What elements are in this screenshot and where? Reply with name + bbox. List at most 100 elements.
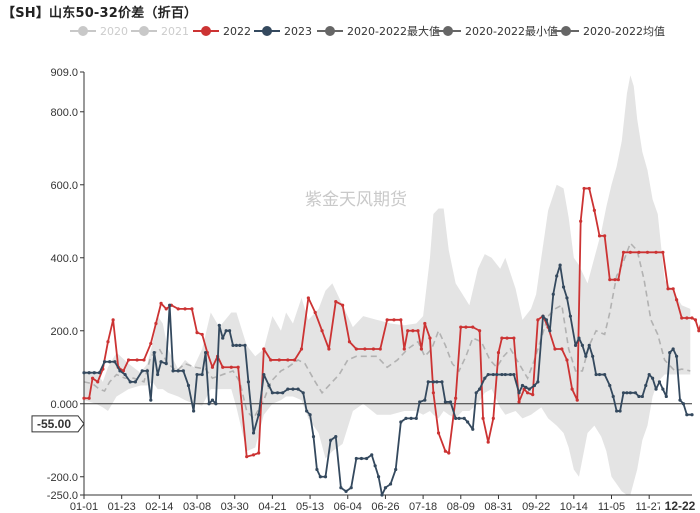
data-point xyxy=(385,318,389,322)
data-point xyxy=(495,372,499,377)
data-point xyxy=(376,475,381,479)
data-point xyxy=(113,360,117,364)
legend-label: 2020-2022最大值 xyxy=(347,25,440,38)
legend-item[interactable]: 2023 xyxy=(254,22,312,40)
data-point xyxy=(561,285,566,289)
data-point xyxy=(313,310,317,315)
legend-swatch-icon xyxy=(553,24,579,38)
data-point xyxy=(87,371,91,375)
data-point xyxy=(594,372,598,377)
data-point xyxy=(156,372,160,377)
data-point xyxy=(320,329,324,333)
data-point xyxy=(644,383,648,388)
data-point xyxy=(685,316,689,320)
data-point xyxy=(315,467,319,472)
data-point xyxy=(171,369,175,373)
data-point xyxy=(447,451,451,455)
data-point xyxy=(380,493,384,497)
data-point xyxy=(411,329,415,333)
data-point xyxy=(544,318,549,322)
data-point xyxy=(678,398,682,402)
data-point xyxy=(414,416,418,420)
data-point xyxy=(286,387,290,391)
data-point xyxy=(443,400,447,404)
data-point xyxy=(671,347,675,351)
legend-item[interactable]: 2020-2022最大值 xyxy=(317,22,440,40)
data-point xyxy=(97,371,102,375)
data-point xyxy=(531,393,535,397)
data-point xyxy=(329,438,333,442)
data-point xyxy=(565,296,569,300)
data-point xyxy=(275,391,280,395)
x-tick-label: 11-27 xyxy=(636,501,663,513)
data-point xyxy=(92,371,96,375)
data-point xyxy=(548,329,552,333)
data-point xyxy=(645,250,650,254)
data-point xyxy=(224,329,228,333)
data-point xyxy=(296,387,300,391)
legend-item[interactable]: 2020 xyxy=(70,22,128,40)
data-point xyxy=(512,336,516,340)
legend-swatch-icon xyxy=(193,24,219,38)
y-tick-label: -200.0 xyxy=(47,472,78,484)
data-point xyxy=(527,387,531,391)
data-point xyxy=(541,314,545,318)
data-point xyxy=(582,186,586,191)
legend-item[interactable]: 2020-2022最小值 xyxy=(435,22,558,40)
data-point xyxy=(525,391,530,395)
x-tick-label: 10-14 xyxy=(560,501,588,513)
data-point xyxy=(126,358,131,362)
data-point xyxy=(210,365,215,369)
data-point xyxy=(640,394,644,399)
data-point xyxy=(142,358,146,362)
data-point xyxy=(140,369,144,373)
data-point xyxy=(486,372,490,377)
data-point xyxy=(436,431,441,435)
data-point xyxy=(591,354,595,358)
data-point xyxy=(558,263,562,267)
data-point xyxy=(440,380,444,384)
data-point xyxy=(654,250,658,254)
legend-item[interactable]: 2020-2022均值 xyxy=(553,22,665,40)
data-point xyxy=(532,383,537,388)
data-point xyxy=(311,435,316,439)
legend-item[interactable]: 2021 xyxy=(131,22,189,40)
data-point xyxy=(246,380,251,384)
y-tick-label: 0.000 xyxy=(50,399,78,411)
data-point xyxy=(221,365,225,369)
data-point xyxy=(483,376,487,380)
data-point xyxy=(584,354,588,358)
data-point xyxy=(87,396,91,400)
data-point xyxy=(608,383,612,388)
x-tick-label: 03-08 xyxy=(183,501,211,513)
data-point xyxy=(133,380,137,384)
data-point xyxy=(269,358,273,362)
data-point xyxy=(611,394,615,399)
data-point xyxy=(466,420,470,424)
legend-item[interactable]: 2022 xyxy=(193,22,251,40)
data-point xyxy=(555,274,559,278)
data-point xyxy=(301,391,305,395)
y-marker-label: -55.00 xyxy=(37,417,71,431)
data-point xyxy=(503,372,507,377)
data-point xyxy=(364,456,369,461)
legend-label: 2020 xyxy=(100,24,128,38)
data-point xyxy=(388,482,393,486)
data-point xyxy=(118,369,122,373)
data-point xyxy=(152,351,156,355)
data-point xyxy=(524,385,528,389)
data-point xyxy=(435,380,439,384)
data-point xyxy=(551,292,555,296)
data-point xyxy=(257,451,261,455)
data-point xyxy=(106,340,110,344)
data-point xyxy=(697,329,700,333)
data-point xyxy=(145,369,149,373)
data-point xyxy=(512,372,516,377)
data-point xyxy=(210,398,215,402)
x-tick-label: 02-14 xyxy=(145,501,173,513)
data-point xyxy=(257,413,261,417)
data-point xyxy=(286,358,290,362)
legend-label: 2022 xyxy=(223,24,251,38)
legend-swatch-icon xyxy=(254,24,280,38)
data-point xyxy=(149,398,153,402)
